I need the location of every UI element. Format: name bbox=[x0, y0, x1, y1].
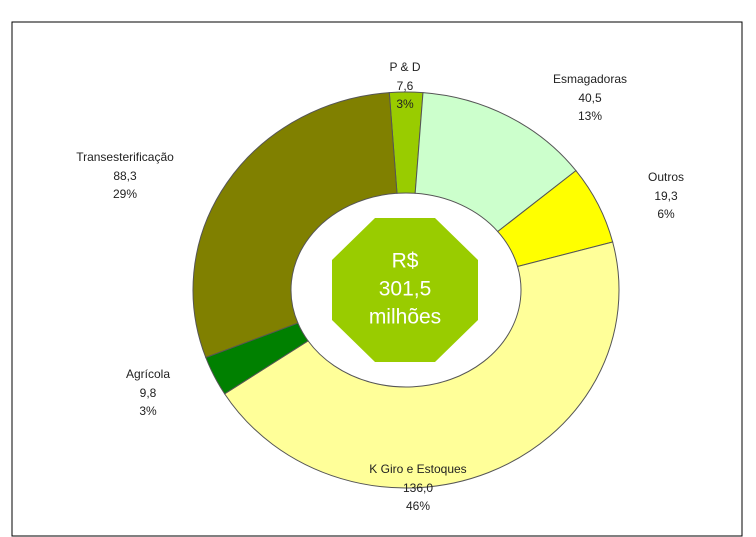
center-label: R$ bbox=[392, 250, 419, 273]
slice-label: K Giro e Estoques bbox=[369, 462, 466, 476]
percent-label: 29% bbox=[113, 187, 137, 201]
slice-label: Agrícola bbox=[126, 367, 170, 381]
slice-label: Esmagadoras bbox=[553, 72, 627, 86]
value-label: 9,8 bbox=[140, 386, 157, 400]
slice-label: Transesterificação bbox=[76, 150, 174, 164]
value-label: 40,5 bbox=[578, 91, 602, 105]
center-octagon bbox=[332, 218, 478, 362]
percent-label: 3% bbox=[396, 97, 414, 111]
center-label: milhões bbox=[369, 306, 441, 329]
wedge bbox=[223, 241, 620, 489]
percent-label: 13% bbox=[578, 109, 602, 123]
wedge bbox=[192, 92, 398, 359]
slice-label: Outros bbox=[648, 170, 684, 184]
percent-label: 6% bbox=[657, 207, 675, 221]
value-label: 136,0 bbox=[403, 481, 433, 495]
value-label: 19,3 bbox=[654, 189, 678, 203]
center-label: 301,5 bbox=[379, 278, 432, 301]
value-label: 7,6 bbox=[397, 79, 414, 93]
value-label: 88,3 bbox=[113, 169, 137, 183]
percent-label: 46% bbox=[406, 499, 430, 513]
slice-label: P & D bbox=[389, 60, 420, 74]
percent-label: 3% bbox=[139, 404, 157, 418]
